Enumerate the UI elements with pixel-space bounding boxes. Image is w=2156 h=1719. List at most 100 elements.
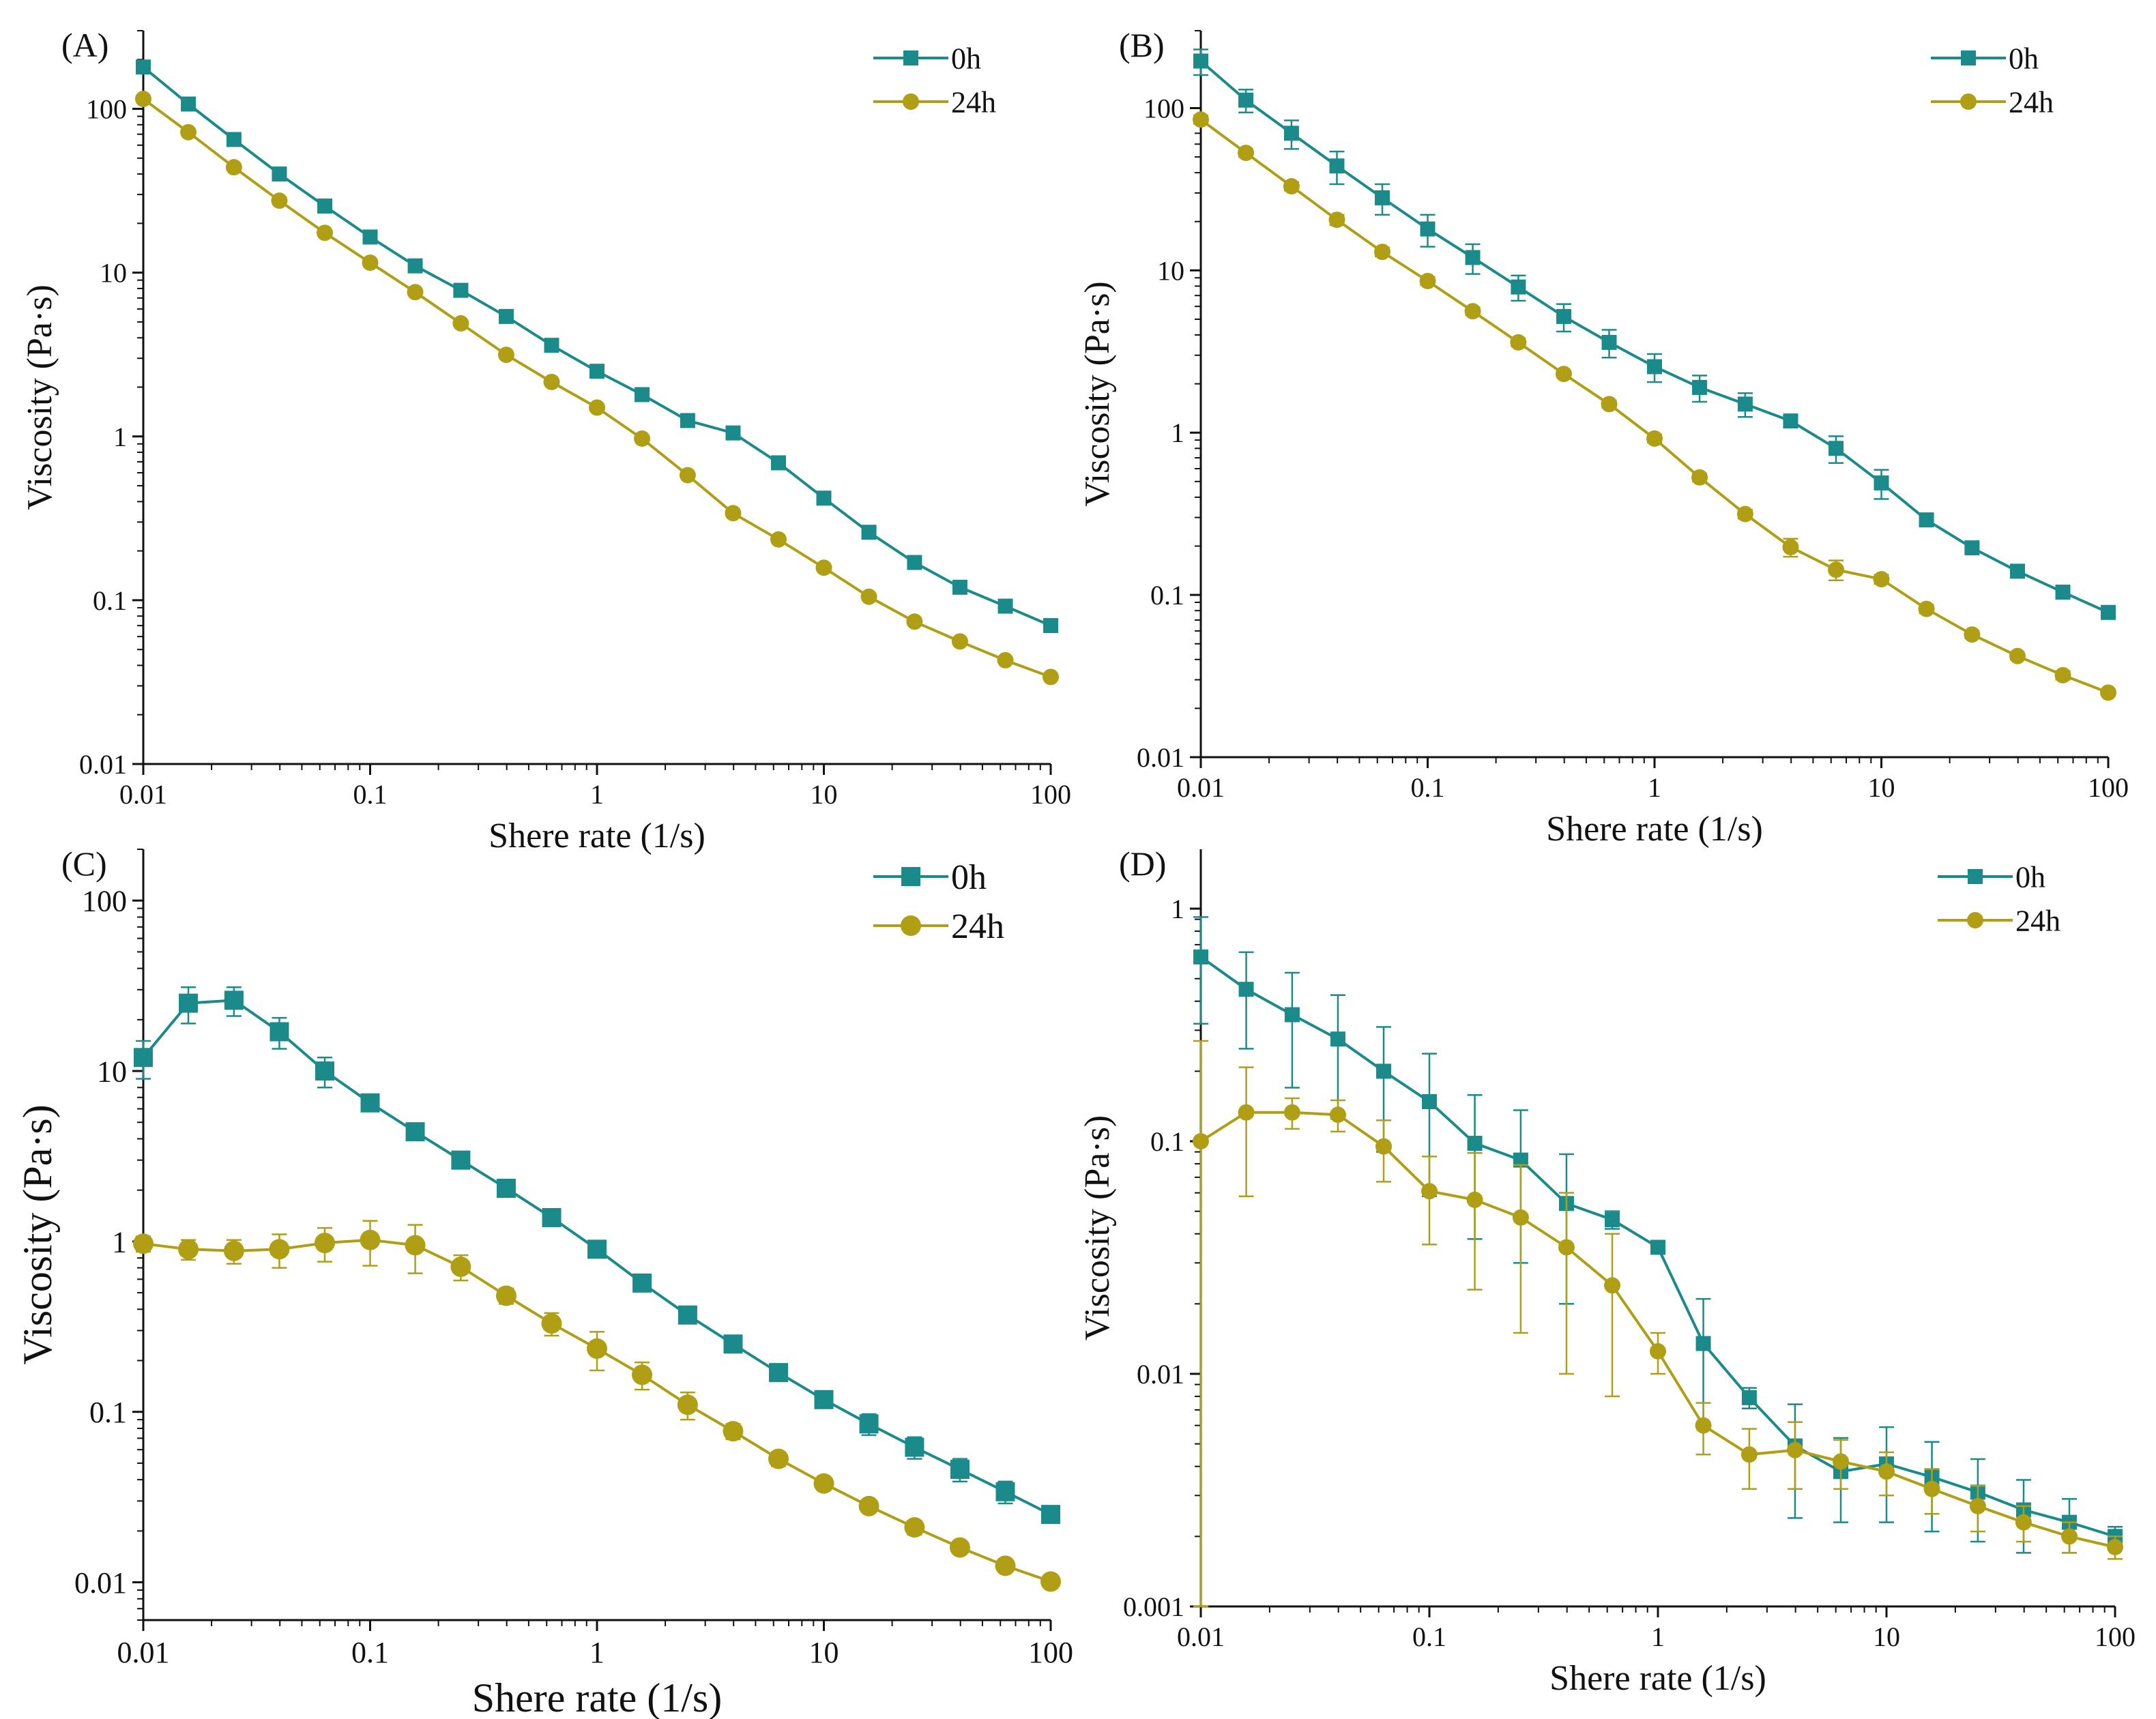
panel-a-series-0h-point (136, 59, 151, 75)
panel-b-legend-marker (1960, 93, 1977, 110)
panel-d-series-0h-point (1193, 949, 1208, 965)
panel-b-series-0h-point (1919, 512, 1934, 528)
panel-a-series-0h-point (907, 555, 922, 570)
panel-c: 0.01 0.1 1 10 100 0.01 0.1 1 10 100 Shere rate (1/… (15, 844, 1073, 1719)
panel-d-series-24h-point (1786, 1441, 1803, 1458)
panel-c-series-24h-point (1040, 1571, 1061, 1592)
panel-b: 0.01 0.1 1 10 100 0.01 0.1 1 10 100 Shere rate (1/… (1078, 26, 2129, 849)
panel-c-series-24h-point (405, 1235, 426, 1256)
panel-b-series-0h-point (1647, 359, 1662, 374)
panel-a-series-0h-point (407, 258, 423, 274)
panel-d-series-0h-point (1330, 1031, 1345, 1047)
panel-d-x-axis-title: Shere rate (1/s) (1549, 1659, 1766, 1698)
panel-d-series-24h-point (1466, 1191, 1483, 1208)
panel-d-series-24h-point (2015, 1514, 2032, 1531)
panel-d-series-0h-point (1741, 1390, 1757, 1405)
panel-d-series-0h-point (1422, 1093, 1437, 1109)
panel-c-series-0h-point (769, 1363, 789, 1383)
panel-d-series-24h-point (1695, 1417, 1712, 1434)
panel-a-series-0h-point (272, 166, 287, 182)
panel-c-series-24h-point (450, 1257, 471, 1278)
panel-d-series-0h-point (1467, 1136, 1483, 1151)
panel-b-series-24h-point (1283, 178, 1300, 195)
panel-b-y-tick-label: 10 (1157, 255, 1184, 286)
panel-d-series-24h-point (1512, 1209, 1529, 1226)
panel-c-series-24h (133, 1220, 1061, 1592)
panel-d-x-tick-label: 1 (1651, 1621, 1665, 1652)
panel-d-x-tick-label: 0.1 (1412, 1621, 1446, 1652)
panel-b-series-24h-point (2054, 666, 2071, 684)
panel-a-series-24h-point (770, 531, 787, 548)
panel-a-series-0h-point (226, 132, 242, 147)
panel-d-series-0h-point (1695, 1336, 1711, 1351)
panel-a-series-24h-point (906, 613, 923, 630)
panel-b-series-0h-point (1601, 334, 1617, 350)
panel-c-y-axis-title: Viscosity (Pa·s) (15, 1104, 60, 1364)
panel-b-series-0h-point (1829, 441, 1844, 456)
panel-c-series-24h-point (360, 1229, 381, 1250)
panel-b-y-tick-label: 0.1 (1150, 580, 1184, 611)
panel-b-series-24h-point (1691, 469, 1708, 486)
panel-b-series-0h-point (2009, 563, 2025, 579)
panel-a-series-24h-point (317, 224, 334, 241)
panel-c-series-24h-point (813, 1473, 834, 1494)
panel-a-series-24h-point (135, 90, 151, 107)
panel-d-series-24h-point (1193, 1133, 1209, 1150)
panel-d-series-0h-point (1650, 1239, 1665, 1255)
panel-d-label: (D) (1119, 844, 1166, 883)
panel-d-series-24h-point (1833, 1453, 1850, 1470)
panel-b-x-axis-title: Shere rate (1/s) (1546, 810, 1763, 849)
panel-a-series-24h-point (225, 159, 242, 176)
panel-d-series-24h-point (1969, 1497, 1986, 1514)
panel-a-series-24h-point (951, 633, 968, 650)
panel-c-series-24h-point (995, 1555, 1016, 1576)
panel-c-series-24h-point (949, 1537, 970, 1558)
panel-a-series-24h (135, 90, 1059, 686)
panel-a-series-24h-point (271, 192, 288, 209)
panel-a-series-0h-point (544, 338, 559, 353)
panel-b-y-tick-label: 1 (1171, 417, 1184, 448)
panel-d-series-24h-point (1283, 1104, 1300, 1121)
panel-d-series-24h-point (1558, 1239, 1575, 1256)
panel-b-series-0h-point (1556, 308, 1571, 324)
panel-a-x-tick-label: 0.1 (353, 779, 388, 810)
panel-a-legend-marker (903, 93, 919, 110)
panel-d-series-24h-point (1329, 1106, 1346, 1123)
panel-c-series-24h-point (904, 1517, 925, 1538)
panel-b-series-24h-point (1782, 539, 1799, 556)
panel-a-x-axis-title: Shere rate (1/s) (489, 817, 705, 855)
panel-c-series-24h-point (677, 1394, 698, 1415)
panel-b-series-0h-point (1283, 126, 1299, 141)
panel-b-series-0h-point (2101, 604, 2116, 620)
panel-a-y-tick-label: 0.1 (93, 585, 127, 616)
panel-a-series-0h-point (997, 598, 1013, 614)
panel-a-series-24h-point (407, 284, 424, 301)
panel-d-series-0h-point (1284, 1007, 1300, 1023)
panel-a-y-tick-label: 10 (100, 258, 127, 289)
panel-d-series-24h-point (1650, 1342, 1666, 1360)
panel-a-series-0h-point (771, 455, 787, 471)
panel-c-y-tick-label: 0.1 (89, 1396, 127, 1429)
panel-d-y-axis-title: Viscosity (Pa·s) (1078, 1115, 1117, 1341)
panel-b-series-0h (1193, 48, 2116, 620)
panel-a-series-0h-point (498, 308, 514, 324)
panel-c-series-0h (134, 986, 1060, 1525)
panel-b-y-tick-label: 0.01 (1137, 742, 1184, 773)
panel-c-series-24h-point (269, 1239, 290, 1260)
panel-c-series-0h-point (1041, 1505, 1060, 1525)
panel-a-x-tick-label: 1 (590, 779, 604, 810)
panel-d-series-0h-point (1605, 1212, 1620, 1228)
panel-a-x-tick-label: 10 (811, 779, 838, 810)
panel-d-series-0h-point (1513, 1152, 1528, 1168)
panel-a-y-tick-label: 100 (86, 94, 127, 125)
panel-c-series-24h-point (723, 1421, 744, 1442)
panel-c-legend-label: 0h (951, 858, 987, 897)
panel-b-y-axis-title: Viscosity (Pa·s) (1078, 281, 1117, 507)
panel-c-series-24h-point (587, 1338, 607, 1360)
panel-c-series-24h-point (178, 1239, 199, 1260)
panel-a: 0.01 0.1 1 10 100 0.01 0.1 1 10 100 Shere rate (1/… (20, 26, 1071, 855)
